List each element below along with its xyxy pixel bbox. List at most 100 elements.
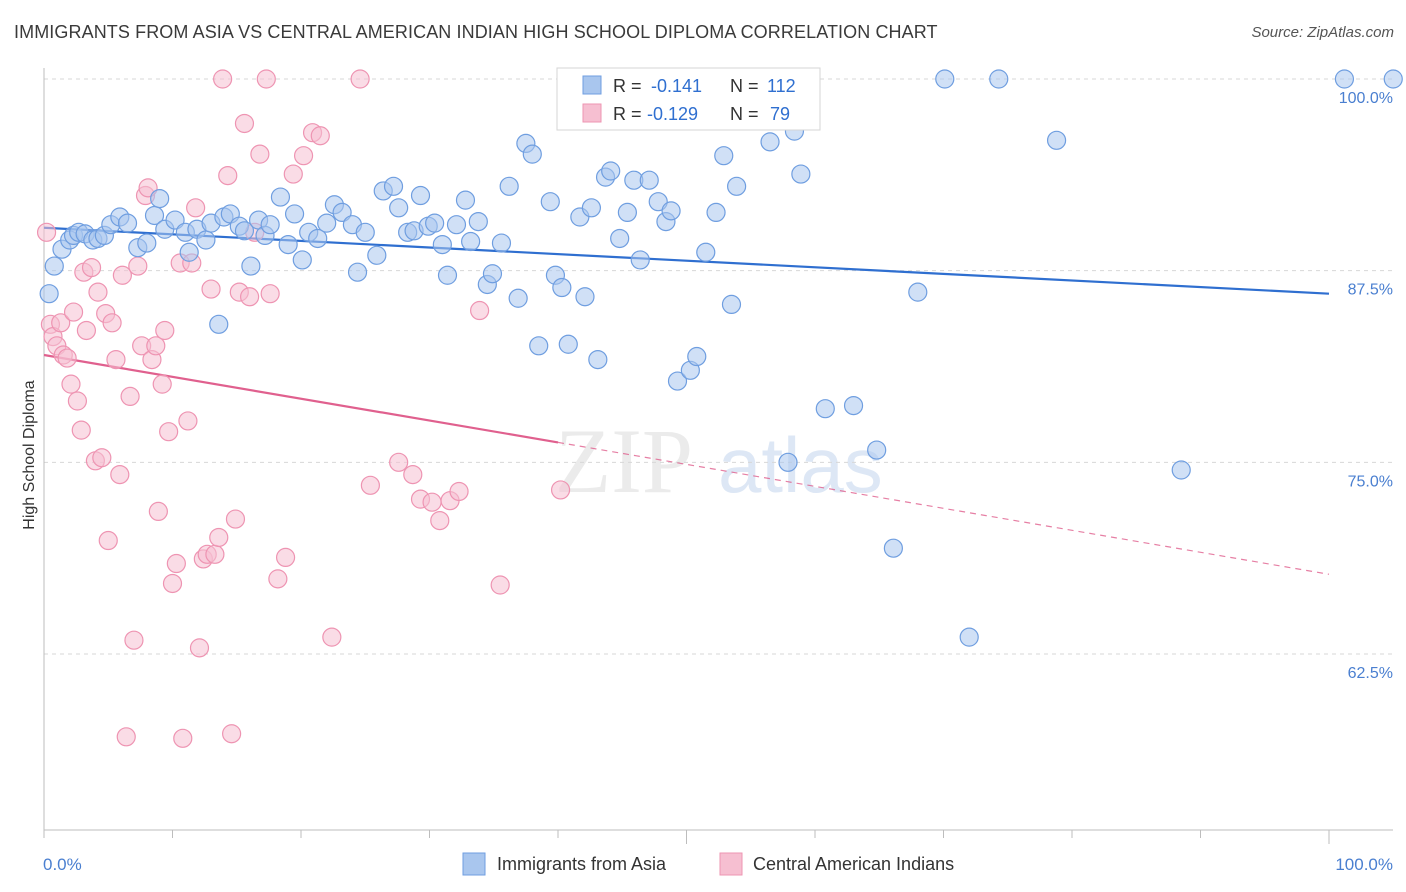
central-american-indians-point xyxy=(148,501,168,521)
central-american-indians-point xyxy=(162,573,183,594)
asia-point xyxy=(883,538,903,558)
y-axis-label: High School Diploma xyxy=(21,380,38,530)
asia-point xyxy=(425,213,445,233)
asia-point xyxy=(588,350,608,370)
asia-point xyxy=(196,230,216,250)
x-tick-label-max: 100.0% xyxy=(1335,855,1393,874)
watermark-atlas: atlas xyxy=(718,421,883,509)
central-american-indians-point xyxy=(178,411,198,431)
asia-point xyxy=(355,222,375,242)
central-american-indians-point xyxy=(152,374,172,394)
stats-r-label-pink: R = xyxy=(613,104,642,124)
asia-point xyxy=(815,399,835,419)
asia-point xyxy=(499,176,519,196)
series-immigrants-from-asia xyxy=(39,69,1403,647)
central-american-indians-point xyxy=(128,256,148,276)
stats-swatch-pink xyxy=(582,103,602,123)
central-american-indians-point xyxy=(225,509,246,529)
asia-point xyxy=(491,233,512,253)
asia-point xyxy=(461,231,481,252)
gridlines xyxy=(44,78,1393,655)
asia-point xyxy=(575,287,595,307)
asia-point xyxy=(44,256,64,276)
asia-point xyxy=(347,262,368,282)
asia-point xyxy=(1171,460,1191,480)
asia-point xyxy=(529,336,549,356)
stats-r-value-blue: -0.141 xyxy=(651,76,702,96)
asia-point xyxy=(552,277,572,298)
central-american-indians-point xyxy=(120,386,140,406)
y-tick-label-0: 62.5% xyxy=(1348,665,1393,682)
central-american-indians-point xyxy=(110,465,130,485)
central-american-indians-point xyxy=(67,391,88,411)
asia-point xyxy=(696,242,716,262)
asia-point xyxy=(39,284,59,304)
stats-n-value-blue: 112 xyxy=(767,76,796,96)
central-american-indians-point xyxy=(88,282,108,302)
central-american-indians-point xyxy=(92,448,112,468)
central-american-indians-point xyxy=(186,198,206,218)
asia-point xyxy=(284,204,305,224)
central-american-indians-point xyxy=(389,452,409,472)
central-american-indians-point xyxy=(51,313,71,333)
central-american-indians-point xyxy=(350,69,370,89)
y-tick-labels: 62.5% 75.0% 87.5% 100.0% xyxy=(1339,90,1393,682)
asia-point xyxy=(908,282,928,302)
x-tick-label-min: 0.0% xyxy=(43,855,82,874)
central-american-indians-point xyxy=(124,630,144,650)
asia-point xyxy=(241,256,261,276)
central-american-indians-point xyxy=(81,258,102,278)
asia-point xyxy=(581,198,602,218)
central-american-indians-point xyxy=(205,544,225,564)
watermark-zip: ZIP xyxy=(555,410,693,512)
central-american-indians-point xyxy=(490,575,510,595)
asia-point xyxy=(727,176,747,196)
asia-point xyxy=(714,146,734,166)
central-american-indians-point xyxy=(403,465,423,485)
stats-n-value-pink: 79 xyxy=(770,104,790,124)
central-american-indians-point xyxy=(250,144,270,164)
asia-point xyxy=(667,371,688,391)
central-american-indians-point xyxy=(209,527,229,548)
stats-r-label-blue: R = xyxy=(613,76,642,96)
central-american-indians-point xyxy=(422,492,442,512)
y-tick-label-3: 100.0% xyxy=(1339,90,1393,107)
central-american-indians-point xyxy=(283,164,303,184)
asia-point xyxy=(437,265,458,285)
legend-label-pink: Central American Indians xyxy=(753,854,954,874)
central-american-indians-point xyxy=(310,126,330,146)
asia-point xyxy=(117,213,138,233)
asia-point xyxy=(455,190,476,210)
central-american-indians-point xyxy=(240,287,260,307)
asia-point xyxy=(721,294,742,314)
central-american-indians-point xyxy=(275,547,296,568)
asia-point xyxy=(278,235,298,255)
central-american-indians-point xyxy=(449,481,469,502)
central-american-indians-point xyxy=(360,475,380,495)
asia-point xyxy=(292,250,312,270)
source-note: Source: ZipAtlas.com xyxy=(1251,24,1394,41)
central-american-indians-point xyxy=(61,374,81,394)
legend-label-blue: Immigrants from Asia xyxy=(497,854,667,874)
stats-r-value-pink: -0.129 xyxy=(647,104,698,124)
central-american-indians-point xyxy=(322,627,342,647)
asia-point xyxy=(446,215,467,235)
asia-point xyxy=(209,314,229,334)
chart-title: IMMIGRANTS FROM ASIA VS CENTRAL AMERICAN… xyxy=(14,22,938,42)
central-american-indians-point xyxy=(189,638,210,658)
asia-point xyxy=(137,233,157,253)
asia-point xyxy=(468,212,488,232)
asia-point xyxy=(1046,130,1067,150)
central-american-indians-point xyxy=(234,113,255,134)
asia-point xyxy=(522,144,542,164)
central-american-indians-point xyxy=(36,222,57,242)
asia-point xyxy=(687,346,707,367)
asia-point xyxy=(601,161,621,181)
central-american-indians-point xyxy=(116,727,136,747)
legend: Immigrants from Asia Central American In… xyxy=(462,852,954,876)
asia-point xyxy=(508,288,528,308)
central-american-indians-point xyxy=(430,510,450,531)
central-american-indians-point xyxy=(470,300,490,321)
asia-point xyxy=(260,215,280,235)
stats-box: R = -0.141 N = 112 R = -0.129 N = 79 xyxy=(556,67,821,131)
